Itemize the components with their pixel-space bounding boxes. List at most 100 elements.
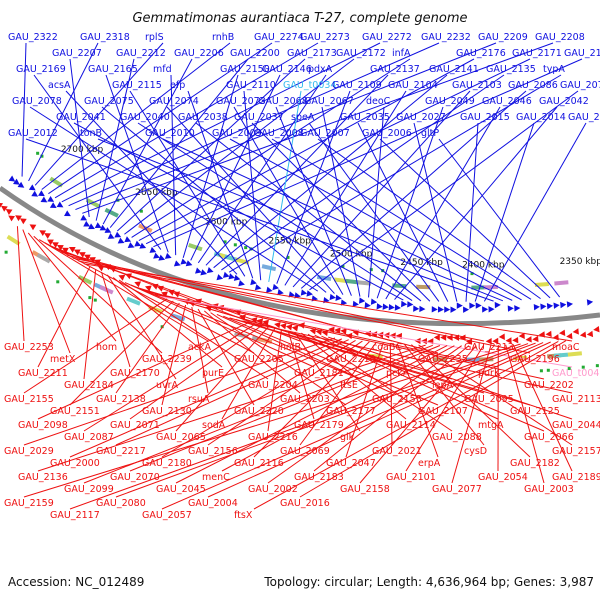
forward-gene-label[interactable]: rplS — [145, 32, 164, 43]
forward-gene-label[interactable]: GAU_2212 — [116, 48, 166, 59]
reverse-gene-label[interactable]: GAU_2070 — [110, 472, 160, 483]
reverse-gene-label[interactable]: GAU_2151 — [50, 406, 100, 417]
reverse-gene-label[interactable]: GAU_2220 — [234, 406, 284, 417]
reverse-gene-label[interactable]: GAU_2138 — [96, 394, 146, 405]
forward-gene-label[interactable]: GAU_2318 — [80, 32, 130, 43]
reverse-gene-label[interactable]: GAU_2205 — [234, 354, 284, 365]
reverse-gene-label[interactable]: ftsX — [234, 510, 253, 521]
reverse-gene-label[interactable]: GAU_2156 — [188, 446, 238, 457]
reverse-gene-label[interactable]: GAU_2101 — [386, 472, 436, 483]
forward-gene-label[interactable]: deoC — [366, 96, 391, 107]
forward-gene-label[interactable]: GAU_2104 — [388, 80, 438, 91]
reverse-gene-label[interactable]: GAU_2184 — [64, 380, 114, 391]
reverse-gene-label[interactable]: ackA — [188, 342, 212, 353]
reverse-gene-label[interactable]: uvrA — [156, 380, 179, 391]
reverse-gene-label[interactable]: GAU_2029 — [4, 446, 54, 457]
reverse-gene-label[interactable]: erpA — [418, 458, 441, 469]
reverse-gene-label[interactable]: purE — [202, 368, 224, 379]
forward-gene-label[interactable]: GAU_2200 — [230, 48, 280, 59]
forward-gene-label[interactable]: GAU_2040 — [120, 112, 170, 123]
forward-gene-label[interactable]: GAU_2171 — [512, 48, 562, 59]
forward-gene-label[interactable]: GAU_2010 — [145, 128, 195, 139]
reverse-gene-label[interactable]: lepA — [432, 380, 454, 391]
forward-gene-label[interactable]: GAU_2322 — [8, 32, 58, 43]
reverse-gene-label[interactable]: GAU_2183 — [294, 472, 344, 483]
forward-gene-label[interactable]: pdxA — [308, 64, 333, 75]
reverse-gene-label[interactable]: GAU_2170 — [110, 368, 160, 379]
forward-gene-label[interactable]: GAU_2109 — [332, 80, 382, 91]
forward-gene-label[interactable]: GAU_2046 — [482, 96, 532, 107]
forward-gene-label[interactable]: gltP — [421, 128, 439, 139]
reverse-gene-label[interactable]: GAU_2054 — [478, 472, 528, 483]
reverse-gene-label[interactable]: purK — [478, 368, 501, 379]
forward-gene-label[interactable]: speA — [291, 112, 315, 123]
reverse-gene-label[interactable]: GAU_2159 — [4, 498, 54, 509]
reverse-gene-label[interactable]: GAU_2155 — [4, 394, 54, 405]
forward-gene-label[interactable]: tonB — [80, 128, 102, 139]
forward-gene-label[interactable]: GAU_2135 — [486, 64, 536, 75]
forward-gene-label[interactable]: GAU_2049 — [425, 96, 475, 107]
forward-gene-label[interactable]: mfd — [153, 64, 172, 75]
reverse-gene-label[interactable]: ftsE — [340, 380, 358, 391]
forward-gene-label[interactable]: GAU_2165 — [88, 64, 138, 75]
reverse-gene-label[interactable]: GAU_2182 — [510, 458, 560, 469]
forward-gene-label[interactable]: GAU_2206 — [174, 48, 224, 59]
forward-gene-label[interactable]: GAU_2150 — [220, 64, 270, 75]
forward-gene-label[interactable]: GAU_2208 — [535, 32, 585, 43]
reverse-gene-label[interactable]: GAU_2204 — [248, 380, 298, 391]
forward-gene-label[interactable]: GAU_2169 — [16, 64, 66, 75]
reverse-gene-label[interactable]: GAU_2004 — [188, 498, 238, 509]
reverse-gene-label[interactable]: GAU_2235 — [418, 354, 468, 365]
reverse-gene-label[interactable]: GAU_2153 — [372, 394, 422, 405]
reverse-gene-label[interactable]: GAU_2044 — [552, 420, 600, 431]
reverse-gene-label[interactable]: GAU_2136 — [18, 472, 68, 483]
reverse-gene-label[interactable]: GAU_2002 — [248, 484, 298, 495]
reverse-gene-label[interactable]: GAU_2045 — [156, 484, 206, 495]
reverse-gene-label[interactable]: glk — [340, 432, 355, 443]
reverse-gene-label[interactable]: GAU_2066 — [524, 432, 574, 443]
forward-gene-label[interactable]: GAU_2173 — [287, 48, 337, 59]
forward-gene-label[interactable]: GAU_2209 — [478, 32, 528, 43]
reverse-gene-label[interactable]: GAU_2047 — [326, 458, 376, 469]
reverse-gene-label[interactable]: GAU_2196 — [510, 354, 560, 365]
forward-gene-label[interactable]: GAU_2103 — [452, 80, 502, 91]
reverse-gene-label[interactable]: GAU_2158 — [340, 484, 390, 495]
forward-gene-label[interactable]: GAU_2007 — [300, 128, 350, 139]
forward-gene-label[interactable]: GAU_2041 — [56, 112, 106, 123]
forward-gene-label[interactable]: GAU_2272 — [362, 32, 412, 43]
forward-gene-label[interactable]: GAU_2015 — [460, 112, 510, 123]
reverse-gene-label[interactable]: GAU_2213 — [464, 342, 514, 353]
reverse-gene-label[interactable]: GAU_2181 — [294, 368, 344, 379]
reverse-gene-label[interactable]: GAU_2098 — [18, 420, 68, 431]
forward-gene-label[interactable]: GAU_2207 — [52, 48, 102, 59]
forward-gene-label[interactable]: efp — [170, 80, 185, 91]
forward-gene-label[interactable]: GAU_2167 — [564, 48, 600, 59]
reverse-gene-label[interactable]: menC — [202, 472, 230, 483]
reverse-gene-label[interactable]: GAU_2113 — [552, 394, 600, 405]
reverse-gene-label[interactable]: GAU_2217 — [96, 446, 146, 457]
reverse-gene-label[interactable]: GAU_2157 — [552, 446, 600, 457]
reverse-gene-label[interactable]: GAU_2087 — [64, 432, 114, 443]
forward-gene-label[interactable]: GAU_2012 — [8, 128, 58, 139]
reverse-gene-label[interactable]: GAU_2189 — [552, 472, 600, 483]
reverse-gene-label[interactable]: GAU_2021 — [372, 446, 422, 457]
forward-gene-label[interactable]: GAU_2008 — [254, 128, 304, 139]
reverse-gene-label[interactable]: GAU_2069 — [280, 446, 330, 457]
reverse-gene-label[interactable]: GAU_2202 — [524, 380, 574, 391]
forward-gene-label[interactable]: GAU_2009 — [212, 128, 262, 139]
reverse-gene-label[interactable]: GAU_2114 — [386, 420, 436, 431]
reverse-gene-label[interactable]: GAU_2180 — [142, 458, 192, 469]
reverse-gene-label[interactable]: rsuA — [188, 394, 210, 405]
forward-gene-label[interactable]: GAU_2079 — [560, 80, 600, 91]
reverse-gene-label[interactable]: GAU_2095 — [464, 394, 514, 405]
reverse-gene-label[interactable]: GAU_2203 — [280, 394, 330, 405]
reverse-gene-label[interactable]: mtgA — [478, 420, 504, 431]
forward-gene-label[interactable]: GAU_2014 — [516, 112, 566, 123]
reverse-gene-label[interactable]: GAU_2099 — [64, 484, 114, 495]
reverse-gene-label[interactable]: GAU_2016 — [280, 498, 330, 509]
forward-gene-label[interactable]: GAU_2141 — [429, 64, 479, 75]
reverse-gene-label[interactable]: GAU_2211 — [18, 368, 68, 379]
forward-gene-label[interactable]: GAU_2073 — [216, 96, 266, 107]
reverse-gene-label[interactable]: GAU_2179 — [294, 420, 344, 431]
forward-gene-label[interactable]: acsA — [48, 80, 71, 91]
